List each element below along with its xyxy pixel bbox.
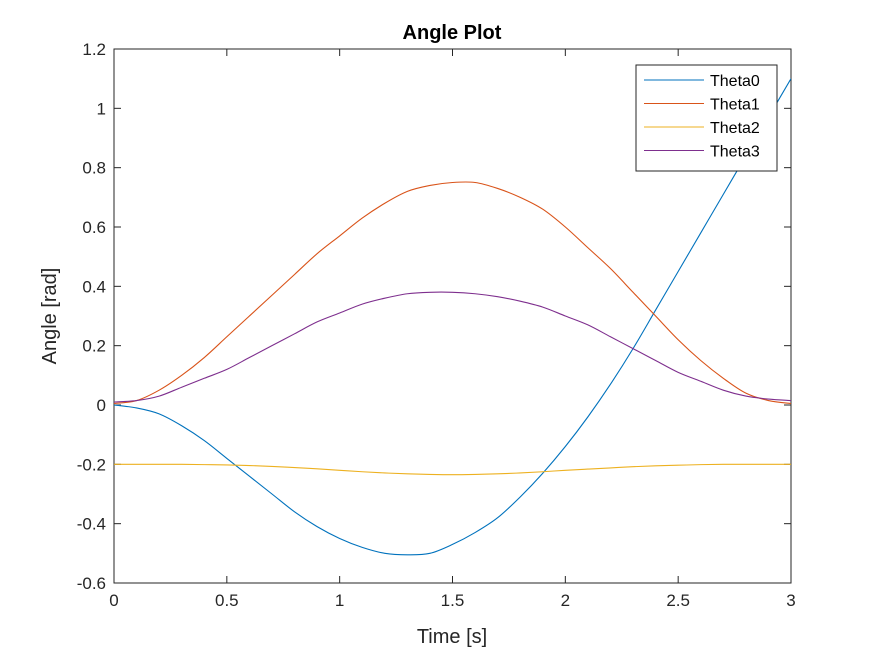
legend-label-theta0: Theta0 — [710, 73, 760, 90]
series-layer — [114, 78, 791, 556]
legend-label-theta3: Theta3 — [710, 144, 760, 161]
y-tick-label: 1 — [97, 99, 106, 118]
y-tick-label: -0.6 — [77, 574, 106, 593]
x-tick-label: 0.5 — [215, 591, 239, 610]
series-line-theta3 — [114, 291, 791, 403]
y-tick-label: 1.2 — [82, 40, 106, 59]
x-tick-label: 3 — [786, 591, 795, 610]
y-tick-label: -0.4 — [77, 515, 106, 534]
y-tick-label: 0 — [97, 396, 106, 415]
y-tick-label: 0.2 — [82, 337, 106, 356]
ticks-layer: 0 0.5 1 1.5 2 2.5 3 -0.6 -0.4 -0.2 0 0.2 0.4 0.6 0.8 1 1… — [77, 40, 796, 610]
series-line-theta2 — [114, 463, 791, 476]
x-tick-label: 2.5 — [666, 591, 690, 610]
x-tick-label: 1.5 — [441, 591, 465, 610]
legend-label-theta2: Theta2 — [710, 120, 760, 137]
legend: Theta0 Theta1 Theta2 Theta3 — [635, 64, 778, 172]
y-tick-label: 0.4 — [82, 277, 106, 296]
y-tick-label: 0.6 — [82, 218, 106, 237]
legend-box — [635, 64, 778, 172]
x-tick-label: 2 — [561, 591, 570, 610]
y-axis-label: Angle [rad] — [39, 268, 61, 365]
chart-title: Angle Plot — [403, 22, 502, 44]
series-line-theta0 — [114, 78, 791, 556]
legend-label-theta1: Theta1 — [710, 97, 760, 114]
x-axis-label: Time [s] — [417, 626, 487, 648]
y-tick-label: -0.2 — [77, 455, 106, 474]
y-tick-label: 0.8 — [82, 159, 106, 178]
series-line-theta1 — [114, 181, 791, 405]
x-tick-label: 0 — [109, 591, 118, 610]
x-tick-label: 1 — [335, 591, 344, 610]
